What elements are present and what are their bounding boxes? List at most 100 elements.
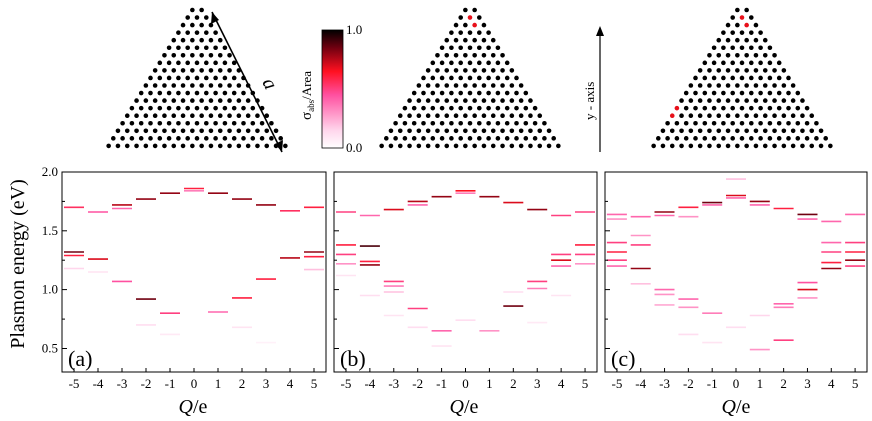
atom <box>204 120 209 126</box>
atom <box>129 120 135 126</box>
atom <box>509 83 515 88</box>
atom <box>430 105 436 111</box>
colorbar-max-label: 1.0 <box>346 22 362 37</box>
highlighted-atom <box>472 22 477 28</box>
atom <box>688 98 694 103</box>
x-tick-label: 5 <box>311 376 318 391</box>
atom <box>199 143 204 149</box>
atom <box>758 90 763 96</box>
atom <box>781 128 787 134</box>
atom <box>762 113 768 118</box>
atom <box>467 60 473 66</box>
atom <box>730 45 735 51</box>
atom <box>735 53 740 58</box>
atom <box>463 7 468 13</box>
atom <box>194 90 200 96</box>
atom <box>241 120 246 126</box>
atom <box>264 113 270 118</box>
atom <box>421 136 426 141</box>
atom <box>444 143 450 149</box>
atom <box>481 68 487 73</box>
atom <box>481 143 487 149</box>
x-tick-label: 2 <box>780 376 787 391</box>
atom <box>222 136 228 141</box>
atom <box>749 15 754 20</box>
atom <box>730 15 735 20</box>
x-tick-label: -5 <box>69 376 80 391</box>
atom <box>776 75 782 81</box>
atom <box>435 113 440 118</box>
atom <box>231 75 237 81</box>
atom <box>208 68 214 73</box>
highlighted-atom <box>674 105 680 111</box>
atom <box>162 128 167 134</box>
atom <box>463 53 468 58</box>
atom <box>537 143 543 149</box>
atom <box>500 128 505 134</box>
x-tick-label: 0 <box>462 376 469 391</box>
atom <box>702 60 708 66</box>
panel-label-b: (b) <box>340 346 366 371</box>
atom <box>725 53 731 58</box>
atom <box>767 105 773 111</box>
atom <box>259 136 265 141</box>
atom <box>711 45 717 51</box>
atom <box>790 83 796 88</box>
atom <box>185 60 190 66</box>
atom <box>804 120 810 126</box>
atom <box>744 113 749 118</box>
atom <box>180 143 186 149</box>
atom <box>776 105 782 111</box>
atom <box>444 68 450 73</box>
atom <box>546 128 552 134</box>
atom <box>134 98 139 103</box>
atom <box>786 75 791 81</box>
atom <box>472 143 477 149</box>
atom <box>217 83 223 88</box>
atom <box>231 105 237 111</box>
atom <box>453 68 459 73</box>
atom <box>190 37 195 43</box>
atom <box>222 105 228 111</box>
atom <box>490 83 496 88</box>
atom <box>772 68 777 73</box>
x-tick-label: 2 <box>239 376 246 391</box>
atom <box>814 136 819 141</box>
atom <box>721 90 726 96</box>
atom <box>467 75 473 81</box>
atom <box>800 143 805 149</box>
atom <box>190 113 195 118</box>
atom <box>236 128 242 134</box>
atom <box>180 22 186 28</box>
atom <box>500 143 505 149</box>
x-tick-label: 0 <box>733 376 740 391</box>
atom <box>213 136 218 141</box>
atom <box>486 120 491 126</box>
atom <box>767 45 773 51</box>
atom <box>157 75 163 81</box>
atom <box>542 120 547 126</box>
atom <box>134 113 139 118</box>
atom <box>528 98 533 103</box>
atom <box>665 136 670 141</box>
atom <box>762 143 768 149</box>
y-tick-label: 2.0 <box>42 164 58 179</box>
atom <box>194 15 200 20</box>
atom <box>416 143 422 149</box>
atom <box>707 128 712 134</box>
atom <box>693 136 698 141</box>
atom <box>725 22 731 28</box>
atom <box>477 45 482 51</box>
atom <box>711 75 717 81</box>
atom <box>435 68 440 73</box>
atom <box>472 53 477 58</box>
atom <box>458 15 464 20</box>
nanotriangle-b <box>379 7 561 149</box>
atom <box>166 90 172 96</box>
atom <box>236 83 242 88</box>
atom <box>688 113 694 118</box>
atom <box>532 120 538 126</box>
atom <box>143 83 149 88</box>
atom <box>152 98 158 103</box>
